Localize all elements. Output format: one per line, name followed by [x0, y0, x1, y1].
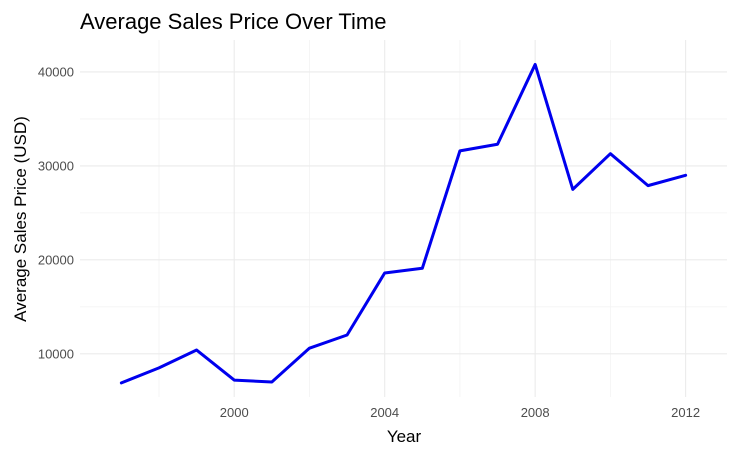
x-tick-label: 2004: [370, 405, 399, 420]
sales-price-line: [119, 62, 688, 385]
series-layer: [119, 62, 688, 385]
y-axis-title: Average Sales Price (USD): [11, 116, 30, 322]
x-tick-label: 2000: [220, 405, 249, 420]
x-axis-title: Year: [387, 427, 422, 446]
tick-labels: 10000 20000 30000 40000 2000 2004 2008 2012: [38, 64, 700, 420]
x-tick-label: 2008: [521, 405, 550, 420]
y-tick-label: 30000: [38, 158, 74, 173]
chart-title: Average Sales Price Over Time: [80, 9, 387, 34]
y-tick-label: 40000: [38, 64, 74, 79]
x-tick-label: 2012: [671, 405, 700, 420]
y-tick-label: 10000: [38, 346, 74, 361]
grid: [80, 40, 727, 397]
y-tick-label: 20000: [38, 252, 74, 267]
